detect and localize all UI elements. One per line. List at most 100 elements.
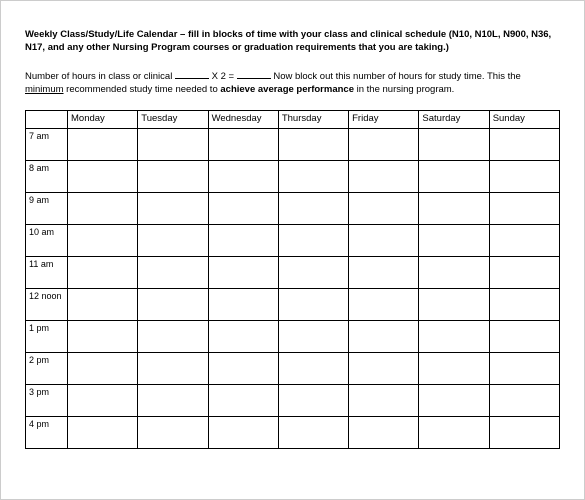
calendar-cell[interactable] xyxy=(278,161,348,193)
instr-bold: achieve average performance xyxy=(220,84,354,95)
calendar-cell[interactable] xyxy=(489,289,559,321)
calendar-cell[interactable] xyxy=(349,353,419,385)
calendar-cell[interactable] xyxy=(419,385,489,417)
time-row: 1 pm xyxy=(26,321,560,353)
calendar-cell[interactable] xyxy=(489,129,559,161)
title-bold: Weekly Class/Study/Life Calendar – fill … xyxy=(25,29,560,55)
day-header: Tuesday xyxy=(138,111,208,129)
calendar-cell[interactable] xyxy=(349,257,419,289)
day-header: Sunday xyxy=(489,111,559,129)
calendar-cell[interactable] xyxy=(419,161,489,193)
calendar-cell[interactable] xyxy=(419,257,489,289)
time-label: 1 pm xyxy=(26,321,68,353)
calendar-cell[interactable] xyxy=(68,129,138,161)
calendar-cell[interactable] xyxy=(278,289,348,321)
day-header: Saturday xyxy=(419,111,489,129)
calendar-cell[interactable] xyxy=(208,353,278,385)
calendar-cell[interactable] xyxy=(208,257,278,289)
calendar-cell[interactable] xyxy=(68,289,138,321)
time-row: 11 am xyxy=(26,257,560,289)
calendar-cell[interactable] xyxy=(208,193,278,225)
calendar-cell[interactable] xyxy=(68,417,138,449)
calendar-cell[interactable] xyxy=(138,321,208,353)
calendar-cell[interactable] xyxy=(349,289,419,321)
calendar-cell[interactable] xyxy=(138,193,208,225)
time-label: 2 pm xyxy=(26,353,68,385)
corner-cell xyxy=(26,111,68,129)
calendar-cell[interactable] xyxy=(489,417,559,449)
calendar-cell[interactable] xyxy=(138,257,208,289)
time-label: 9 am xyxy=(26,193,68,225)
calendar-cell[interactable] xyxy=(489,161,559,193)
calendar-cell[interactable] xyxy=(208,161,278,193)
calendar-cell[interactable] xyxy=(138,353,208,385)
instr-minimum: minimum xyxy=(25,84,64,95)
calendar-cell[interactable] xyxy=(489,257,559,289)
calendar-cell[interactable] xyxy=(208,385,278,417)
calendar-cell[interactable] xyxy=(278,353,348,385)
instr-mid: X 2 = xyxy=(209,71,237,82)
calendar-cell[interactable] xyxy=(419,417,489,449)
calendar-cell[interactable] xyxy=(419,289,489,321)
calendar-cell[interactable] xyxy=(489,385,559,417)
calendar-cell[interactable] xyxy=(208,225,278,257)
calendar-cell[interactable] xyxy=(349,225,419,257)
time-row: 2 pm xyxy=(26,353,560,385)
calendar-cell[interactable] xyxy=(489,353,559,385)
calendar-cell[interactable] xyxy=(68,257,138,289)
calendar-cell[interactable] xyxy=(349,193,419,225)
calendar-cell[interactable] xyxy=(349,417,419,449)
time-row: 9 am xyxy=(26,193,560,225)
calendar-cell[interactable] xyxy=(68,193,138,225)
instr-post3: in the nursing program. xyxy=(354,84,454,95)
calendar-cell[interactable] xyxy=(68,353,138,385)
day-header: Friday xyxy=(349,111,419,129)
header-row: MondayTuesdayWednesdayThursdayFridaySatu… xyxy=(26,111,560,129)
calendar-cell[interactable] xyxy=(138,289,208,321)
calendar-cell[interactable] xyxy=(138,225,208,257)
calendar-cell[interactable] xyxy=(208,129,278,161)
time-label: 7 am xyxy=(26,129,68,161)
calendar-cell[interactable] xyxy=(68,385,138,417)
calendar-cell[interactable] xyxy=(349,385,419,417)
instr-pre: Number of hours in class or clinical xyxy=(25,71,175,82)
time-row: 4 pm xyxy=(26,417,560,449)
calendar-cell[interactable] xyxy=(278,385,348,417)
blank-2[interactable] xyxy=(237,69,271,79)
calendar-cell[interactable] xyxy=(208,289,278,321)
calendar-cell[interactable] xyxy=(138,417,208,449)
blank-1[interactable] xyxy=(175,69,209,79)
calendar-cell[interactable] xyxy=(489,225,559,257)
calendar-cell[interactable] xyxy=(419,321,489,353)
day-header: Monday xyxy=(68,111,138,129)
calendar-cell[interactable] xyxy=(419,129,489,161)
time-label: 3 pm xyxy=(26,385,68,417)
calendar-cell[interactable] xyxy=(489,193,559,225)
calendar-cell[interactable] xyxy=(278,257,348,289)
calendar-cell[interactable] xyxy=(208,321,278,353)
calendar-cell[interactable] xyxy=(489,321,559,353)
header-block: Weekly Class/Study/Life Calendar – fill … xyxy=(25,29,560,96)
calendar-cell[interactable] xyxy=(349,161,419,193)
calendar-cell[interactable] xyxy=(419,353,489,385)
calendar-cell[interactable] xyxy=(349,321,419,353)
time-label: 8 am xyxy=(26,161,68,193)
time-label: 12 noon xyxy=(26,289,68,321)
calendar-cell[interactable] xyxy=(138,385,208,417)
calendar-cell[interactable] xyxy=(349,129,419,161)
calendar-cell[interactable] xyxy=(138,161,208,193)
time-row: 8 am xyxy=(26,161,560,193)
calendar-cell[interactable] xyxy=(278,321,348,353)
calendar-cell[interactable] xyxy=(138,129,208,161)
calendar-cell[interactable] xyxy=(278,129,348,161)
time-row: 7 am xyxy=(26,129,560,161)
calendar-cell[interactable] xyxy=(419,193,489,225)
calendar-cell[interactable] xyxy=(278,225,348,257)
calendar-cell[interactable] xyxy=(278,417,348,449)
calendar-cell[interactable] xyxy=(419,225,489,257)
calendar-cell[interactable] xyxy=(208,417,278,449)
calendar-cell[interactable] xyxy=(68,321,138,353)
calendar-cell[interactable] xyxy=(68,225,138,257)
calendar-cell[interactable] xyxy=(278,193,348,225)
calendar-cell[interactable] xyxy=(68,161,138,193)
